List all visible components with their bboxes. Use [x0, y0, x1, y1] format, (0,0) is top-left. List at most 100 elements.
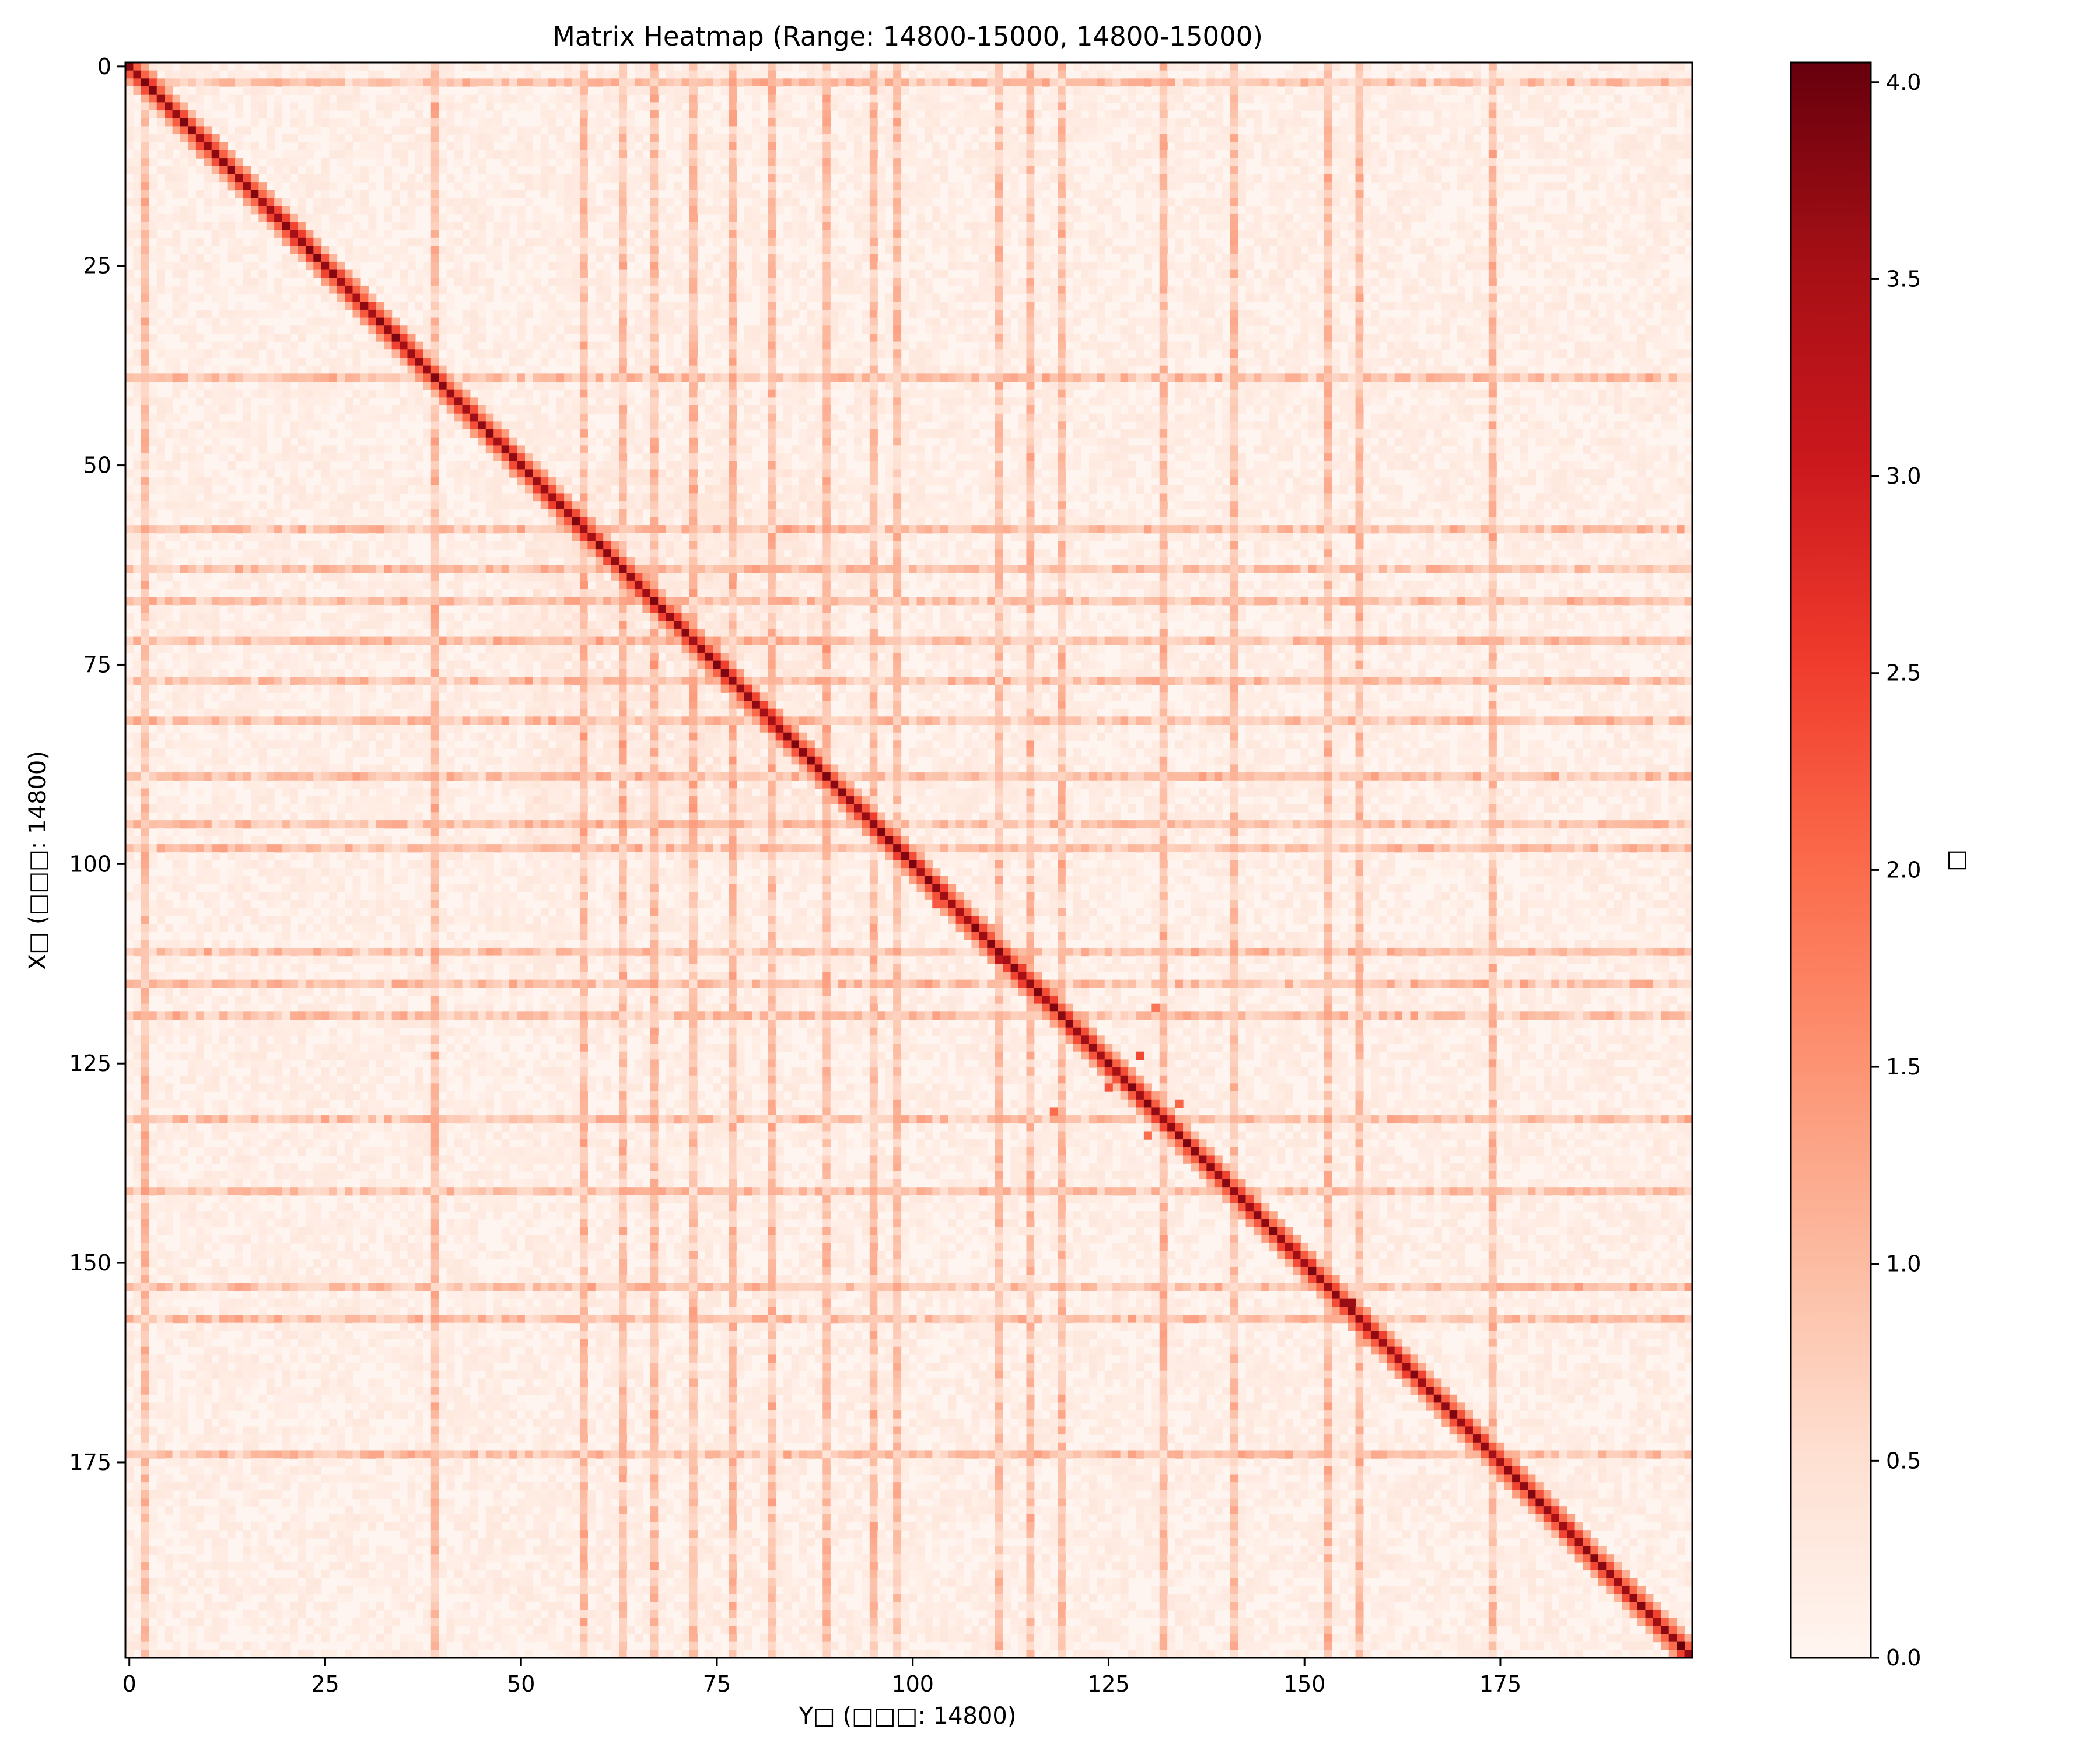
- heatmap-cell: [1097, 71, 1105, 79]
- heatmap-cell: [141, 78, 149, 86]
- heatmap-cell: [1066, 318, 1074, 326]
- heatmap-cell: [1630, 94, 1638, 103]
- heatmap-cell: [1199, 150, 1207, 158]
- heatmap-cell: [650, 94, 659, 103]
- heatmap-cell: [877, 342, 886, 350]
- heatmap-cell: [1003, 142, 1011, 150]
- heatmap-cell: [548, 238, 556, 246]
- heatmap-cell: [886, 78, 894, 86]
- heatmap-cell: [870, 71, 878, 79]
- heatmap-cell: [282, 134, 290, 142]
- heatmap-cell: [768, 214, 776, 222]
- heatmap-cell: [619, 238, 627, 246]
- heatmap-cell: [1058, 254, 1066, 262]
- heatmap-cell: [1167, 126, 1175, 134]
- heatmap-cell: [502, 294, 510, 302]
- heatmap-cell: [956, 238, 964, 246]
- heatmap-cell: [650, 262, 659, 270]
- heatmap-cell: [596, 310, 604, 318]
- heatmap-cell: [916, 166, 925, 174]
- heatmap-cell: [290, 110, 298, 118]
- heatmap-cell: [783, 94, 792, 103]
- heatmap-cell: [1058, 310, 1066, 318]
- heatmap-cell: [1089, 71, 1097, 79]
- heatmap-cell: [1387, 270, 1395, 278]
- heatmap-cell: [1105, 238, 1113, 246]
- heatmap-cell: [870, 102, 878, 110]
- heatmap-cell: [1128, 158, 1136, 166]
- heatmap-cell: [1254, 206, 1262, 214]
- heatmap-cell: [870, 302, 878, 310]
- heatmap-cell: [1144, 182, 1152, 190]
- heatmap-cell: [1520, 230, 1528, 238]
- heatmap-cell: [1489, 302, 1497, 310]
- heatmap-cell: [1661, 294, 1669, 302]
- heatmap-cell: [439, 134, 447, 142]
- heatmap-cell: [1520, 206, 1528, 214]
- heatmap-cell: [596, 278, 604, 286]
- heatmap-cell: [1653, 334, 1661, 342]
- heatmap-cell: [564, 150, 572, 158]
- heatmap-cell: [1050, 166, 1058, 174]
- heatmap-cell: [243, 349, 251, 358]
- heatmap-cell: [548, 349, 556, 358]
- heatmap-cell: [1441, 262, 1450, 270]
- heatmap-cell: [282, 214, 290, 222]
- heatmap-cell: [188, 94, 196, 103]
- heatmap-cell: [1214, 110, 1223, 118]
- heatmap-cell: [1371, 118, 1379, 127]
- heatmap-cell: [940, 334, 949, 342]
- heatmap-cell: [1128, 182, 1136, 190]
- heatmap-cell: [1395, 126, 1403, 134]
- heatmap-cell: [384, 334, 392, 342]
- heatmap-cell: [682, 286, 690, 294]
- heatmap-cell: [1410, 190, 1419, 198]
- heatmap-cell: [1081, 166, 1089, 174]
- heatmap-cell: [494, 190, 502, 198]
- heatmap-cell: [282, 262, 290, 270]
- heatmap-cell: [1676, 318, 1685, 326]
- heatmap-cell: [439, 71, 447, 79]
- heatmap-cell: [721, 78, 729, 86]
- heatmap-cell: [1630, 342, 1638, 350]
- heatmap-cell: [1160, 166, 1168, 174]
- heatmap-cell: [196, 166, 204, 174]
- heatmap-cell: [1199, 302, 1207, 310]
- heatmap-cell: [1066, 78, 1074, 86]
- heatmap-cell: [164, 326, 173, 334]
- heatmap-cell: [964, 238, 972, 246]
- heatmap-cell: [1520, 254, 1528, 262]
- heatmap-cell: [1026, 206, 1034, 214]
- heatmap-cell: [1081, 310, 1089, 318]
- heatmap-cell: [1551, 302, 1559, 310]
- heatmap-cell: [979, 334, 988, 342]
- heatmap-cell: [1066, 326, 1074, 334]
- heatmap-cell: [1238, 71, 1246, 79]
- heatmap-cell: [1551, 78, 1559, 86]
- heatmap-cell: [1583, 158, 1591, 166]
- heatmap-cell: [1206, 142, 1214, 150]
- heatmap-cell: [1238, 166, 1246, 174]
- heatmap-cell: [1011, 206, 1019, 214]
- heatmap-cell: [196, 62, 204, 71]
- heatmap-cell: [1637, 110, 1646, 118]
- heatmap-cell: [329, 78, 337, 86]
- heatmap-cell: [321, 246, 330, 254]
- heatmap-cell: [1348, 190, 1356, 198]
- heatmap-cell: [1293, 126, 1301, 134]
- heatmap-cell: [611, 110, 620, 118]
- heatmap-cell: [1261, 254, 1269, 262]
- heatmap-cell: [204, 126, 212, 134]
- heatmap-cell: [956, 190, 964, 198]
- heatmap-cell: [329, 206, 337, 214]
- heatmap-cell: [1254, 110, 1262, 118]
- heatmap-cell: [1598, 318, 1606, 326]
- heatmap-cell: [1410, 302, 1419, 310]
- heatmap-cell: [1356, 94, 1364, 103]
- heatmap-cell: [1308, 182, 1317, 190]
- heatmap-cell: [1121, 246, 1129, 254]
- heatmap-cell: [329, 102, 337, 110]
- heatmap-cell: [1128, 86, 1136, 94]
- heatmap-cell: [368, 214, 376, 222]
- heatmap-cell: [173, 206, 181, 214]
